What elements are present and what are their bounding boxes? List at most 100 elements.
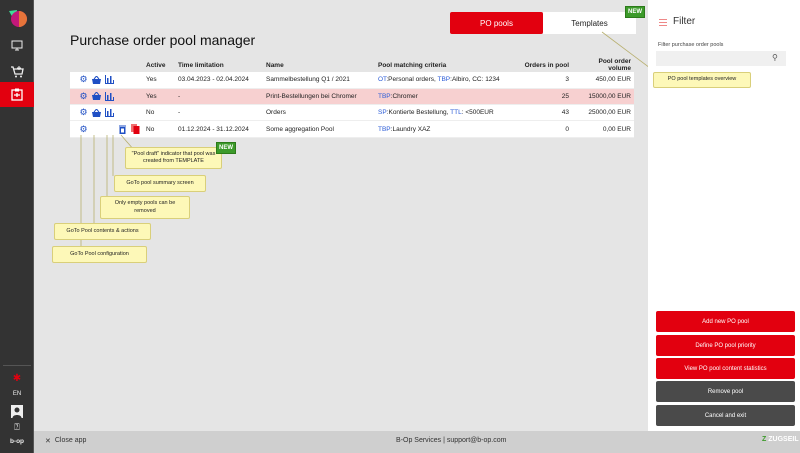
cell-active: Yes — [143, 88, 175, 106]
criteria-value: :Laundry XAZ — [390, 125, 431, 133]
search-icon[interactable]: ⚲ — [772, 53, 778, 62]
view-statistics-button[interactable]: View PO pool content statistics — [656, 358, 795, 379]
filter-label: Filter purchase order pools — [658, 42, 724, 48]
gear-icon[interactable]: ⚙ — [79, 74, 88, 85]
cell-orders: 0 — [515, 120, 572, 138]
cell-active: No — [143, 104, 175, 122]
new-badge: NEW — [625, 6, 645, 18]
cell-time: 01.12.2024 - 31.12.2024 — [175, 120, 263, 138]
remove-pool-button[interactable]: Remove pool — [656, 381, 795, 402]
row-actions: ⚙ — [70, 120, 143, 138]
help-icon[interactable]: ⍰ — [14, 422, 20, 432]
criteria-key: TBP — [378, 125, 391, 133]
col-active[interactable]: Active — [146, 61, 166, 69]
cart-icon[interactable] — [0, 60, 34, 82]
app-logo[interactable] — [0, 6, 34, 30]
callout-pool-draft: "Pool draft" indicator that pool was cre… — [125, 147, 222, 169]
filter-search-input[interactable] — [656, 51, 786, 66]
sidebar: ✱ EN ⍰ b-op — [0, 0, 34, 453]
callout-templates: PO pool templates overview — [653, 72, 751, 88]
po-pool-table: Active Time limitation Name Pool matchin… — [70, 58, 634, 138]
cell-volume: 15000,00 EUR — [572, 88, 634, 106]
gear-icon[interactable]: ⚙ — [79, 90, 88, 101]
callout-remove: Only empty pools can be removed — [100, 196, 190, 219]
main-area: Purchase order pool manager PO pools Tem… — [34, 0, 648, 431]
basket-icon[interactable] — [92, 92, 101, 101]
zugseil-logo: Z ZUGSEIL — [762, 436, 799, 443]
criteria-value: :Personal orders, — [386, 76, 438, 84]
table-row[interactable]: ⚙ No - Orders SP:Kontierte Bestellung, T… — [70, 104, 634, 122]
filter-title: Filter — [673, 16, 696, 27]
table-row[interactable]: ⚙ No 01.12.2024 - 31.12.2024 Some aggreg… — [70, 120, 634, 138]
cell-name: Sammelbestellung Q1 / 2021 — [263, 72, 375, 89]
bar-chart-icon[interactable] — [105, 75, 114, 85]
row-actions: ⚙ — [70, 88, 143, 106]
criteria-key: OT — [378, 76, 387, 84]
brand-logo: b-op — [9, 437, 25, 445]
criteria-value: : <500EUR — [461, 109, 494, 117]
notification-icon[interactable]: ✱ — [12, 372, 22, 384]
cell-time: - — [175, 104, 263, 122]
col-criteria[interactable]: Pool matching criteria — [378, 61, 447, 69]
table-row[interactable]: ⚙ Yes 03.04.2023 - 02.04.2024 Sammelbest… — [70, 72, 634, 89]
col-volume[interactable]: Pool order volume — [598, 58, 631, 72]
criteria-key: TBP — [437, 76, 451, 84]
zugseil-text: ZUGSEIL — [768, 436, 799, 443]
row-actions: ⚙ — [70, 72, 143, 89]
col-orders[interactable]: Orders in pool — [524, 61, 569, 69]
add-pool-button[interactable]: Add new PO pool — [656, 311, 795, 332]
define-priority-button[interactable]: Define PO pool priority — [656, 335, 795, 356]
criteria-value: :Albiro, CC: 1234 — [450, 76, 500, 84]
language-switch[interactable]: EN — [12, 391, 22, 397]
cell-time: - — [175, 88, 263, 106]
cell-volume: 0,00 EUR — [572, 120, 634, 138]
user-icon[interactable] — [0, 404, 34, 418]
cancel-exit-button[interactable]: Cancel and exit — [656, 405, 795, 426]
callout-config: GoTo Pool configuration — [52, 246, 147, 263]
menu-icon[interactable] — [659, 19, 667, 26]
cell-name: Print-Bestellungen bei Chromer — [263, 88, 375, 106]
tab-templates[interactable]: Templates — [543, 12, 636, 34]
cell-volume: 25000,00 EUR — [572, 104, 634, 122]
close-icon: ✕ — [45, 438, 51, 445]
table-row[interactable]: ⚙ Yes - Print-Bestellungen bei Chromer T… — [70, 88, 634, 106]
bar-chart-icon[interactable] — [105, 91, 114, 101]
cell-name: Orders — [263, 104, 375, 122]
trash-icon[interactable] — [118, 125, 127, 134]
footer: ✕ Close app B-Op Services | support@b-op.… — [34, 431, 800, 453]
criteria-value: :Kontierte Bestellung, — [386, 109, 451, 117]
cell-active: Yes — [143, 72, 175, 89]
basket-icon[interactable] — [92, 75, 101, 84]
support-info: B-Op Services | support@b-op.com — [396, 437, 507, 444]
col-name[interactable]: Name — [266, 61, 284, 69]
cell-orders: 43 — [515, 104, 572, 122]
gear-icon[interactable]: ⚙ — [79, 123, 88, 134]
close-app-button[interactable]: ✕ Close app — [45, 437, 86, 445]
criteria-key: TBP — [378, 92, 391, 100]
po-pool-icon[interactable] — [0, 82, 34, 107]
pool-draft-icon — [131, 124, 140, 135]
monitor-icon[interactable] — [0, 36, 34, 54]
cell-criteria: TBP:Laundry XAZ — [375, 120, 515, 138]
criteria-key: SP — [378, 109, 387, 117]
cell-volume: 450,00 EUR — [572, 72, 634, 89]
tab-po-pools[interactable]: PO pools — [450, 12, 543, 34]
col-time[interactable]: Time limitation — [178, 61, 224, 69]
close-app-label: Close app — [54, 437, 87, 444]
cell-active: No — [143, 120, 175, 138]
basket-icon[interactable] — [92, 108, 101, 117]
callout-new-badge: NEW — [216, 142, 236, 154]
gear-icon[interactable]: ⚙ — [79, 107, 88, 118]
cell-orders: 25 — [515, 88, 572, 106]
callout-summary: GoTo pool summary screen — [114, 175, 206, 192]
row-actions: ⚙ — [70, 104, 143, 122]
callout-contents: GoTo Pool contents & actions — [54, 223, 151, 240]
page-title: Purchase order pool manager — [70, 32, 256, 48]
bar-chart-icon[interactable] — [105, 108, 114, 118]
criteria-value: :Chromer — [390, 92, 418, 100]
filter-panel: Filter Filter purchase order pools ⚲ PO … — [648, 0, 800, 431]
criteria-key: TTL — [450, 109, 462, 117]
cell-time: 03.04.2023 - 02.04.2024 — [175, 72, 263, 89]
cell-criteria: OT:Personal orders, TBP:Albiro, CC: 1234 — [375, 72, 515, 89]
cell-criteria: TBP:Chromer — [375, 88, 515, 106]
